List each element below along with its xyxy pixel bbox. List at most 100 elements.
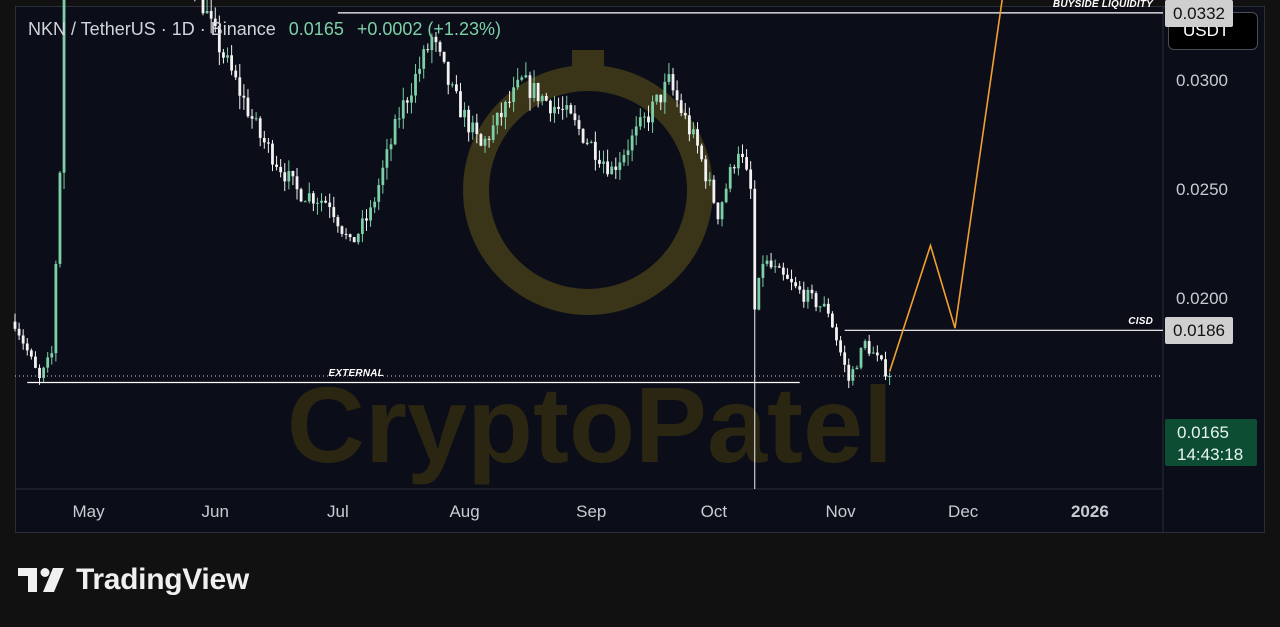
candle-body [647,116,650,123]
candle-body [655,94,659,102]
candle [369,200,372,227]
candle-body [589,141,593,143]
candle-body [299,189,303,202]
candle-body [663,81,667,103]
candle-body [712,179,716,203]
candle-body [234,70,238,78]
candle [786,268,789,280]
candle-body [508,101,511,103]
candle [573,105,577,126]
header-price: 0.0165 [288,19,344,39]
candle [54,260,58,362]
candle-body [291,171,295,177]
candle-body [851,369,855,381]
candle [316,197,319,215]
candle-body [565,105,569,110]
candle-body [536,83,540,102]
candle-body [377,185,381,202]
candle [671,67,675,96]
candle-body [798,286,802,290]
candle [58,170,62,268]
candle [365,209,368,231]
candle-body [736,153,740,169]
candle-body [25,343,29,351]
candle-body [369,207,372,221]
candle-body [528,75,532,98]
candle-body [786,274,789,279]
candle-body [720,202,724,220]
candle [647,105,650,131]
candle [213,7,217,33]
candle [271,139,274,172]
candle [348,233,352,242]
candle-body [888,375,892,377]
candle [320,193,323,212]
candle-body [630,135,634,151]
candle-body [495,112,499,126]
candle-body [741,153,744,158]
x-tick-label: Jun [201,502,229,521]
tradingview-logo[interactable]: TradingView [18,563,249,597]
candle-body [569,105,573,114]
candle [262,130,266,149]
candle [377,178,381,211]
candle [875,345,879,362]
candle [536,82,540,108]
candle-body [438,42,442,52]
candle-countdown: 14:43:18 [1177,445,1244,464]
candle [528,71,532,111]
candle [299,187,303,203]
candle-body [17,328,21,336]
candle-body [287,171,291,182]
candle-body [463,109,466,118]
candle-body [573,113,577,121]
candle [307,182,311,204]
candle [13,313,17,332]
candle [585,138,589,146]
candle-body [675,90,679,101]
candle-body [884,359,887,377]
candle [736,146,740,176]
candle-body [226,55,229,58]
candle [871,346,875,354]
candle-body [356,233,360,243]
candle-body [769,260,773,268]
candle-body [781,267,785,275]
candle [250,109,254,129]
candle [303,200,307,203]
candles [13,0,892,489]
candle [38,364,41,385]
symbol-title[interactable]: NKN / TetherUS · 1D · Binance [28,19,276,39]
candle [450,82,454,88]
candle [826,298,830,318]
candle [724,183,728,204]
candle-body [822,303,826,307]
candle-body [254,118,258,120]
candle [553,96,556,123]
candle-body [843,352,847,365]
candle-body [418,68,422,74]
candle [226,47,229,63]
watermark-logo-bar [572,50,604,90]
candle [446,61,450,95]
candle-body [258,118,262,138]
candle-body [13,321,17,329]
candle [683,102,687,120]
candle [757,277,761,311]
x-tick-label: 2026 [1070,502,1109,521]
candle [295,168,299,200]
candle-body [381,167,385,186]
candle-body [724,188,728,203]
candle [741,144,744,164]
candle [888,372,892,386]
candle-body [826,303,830,314]
x-tick-label: Nov [825,502,856,521]
candle-body [557,106,560,109]
candle [765,255,769,267]
candle-body [365,218,368,221]
candle-body [859,348,863,368]
candle-body [871,352,875,354]
candle [696,122,699,154]
candle-body [242,95,246,98]
